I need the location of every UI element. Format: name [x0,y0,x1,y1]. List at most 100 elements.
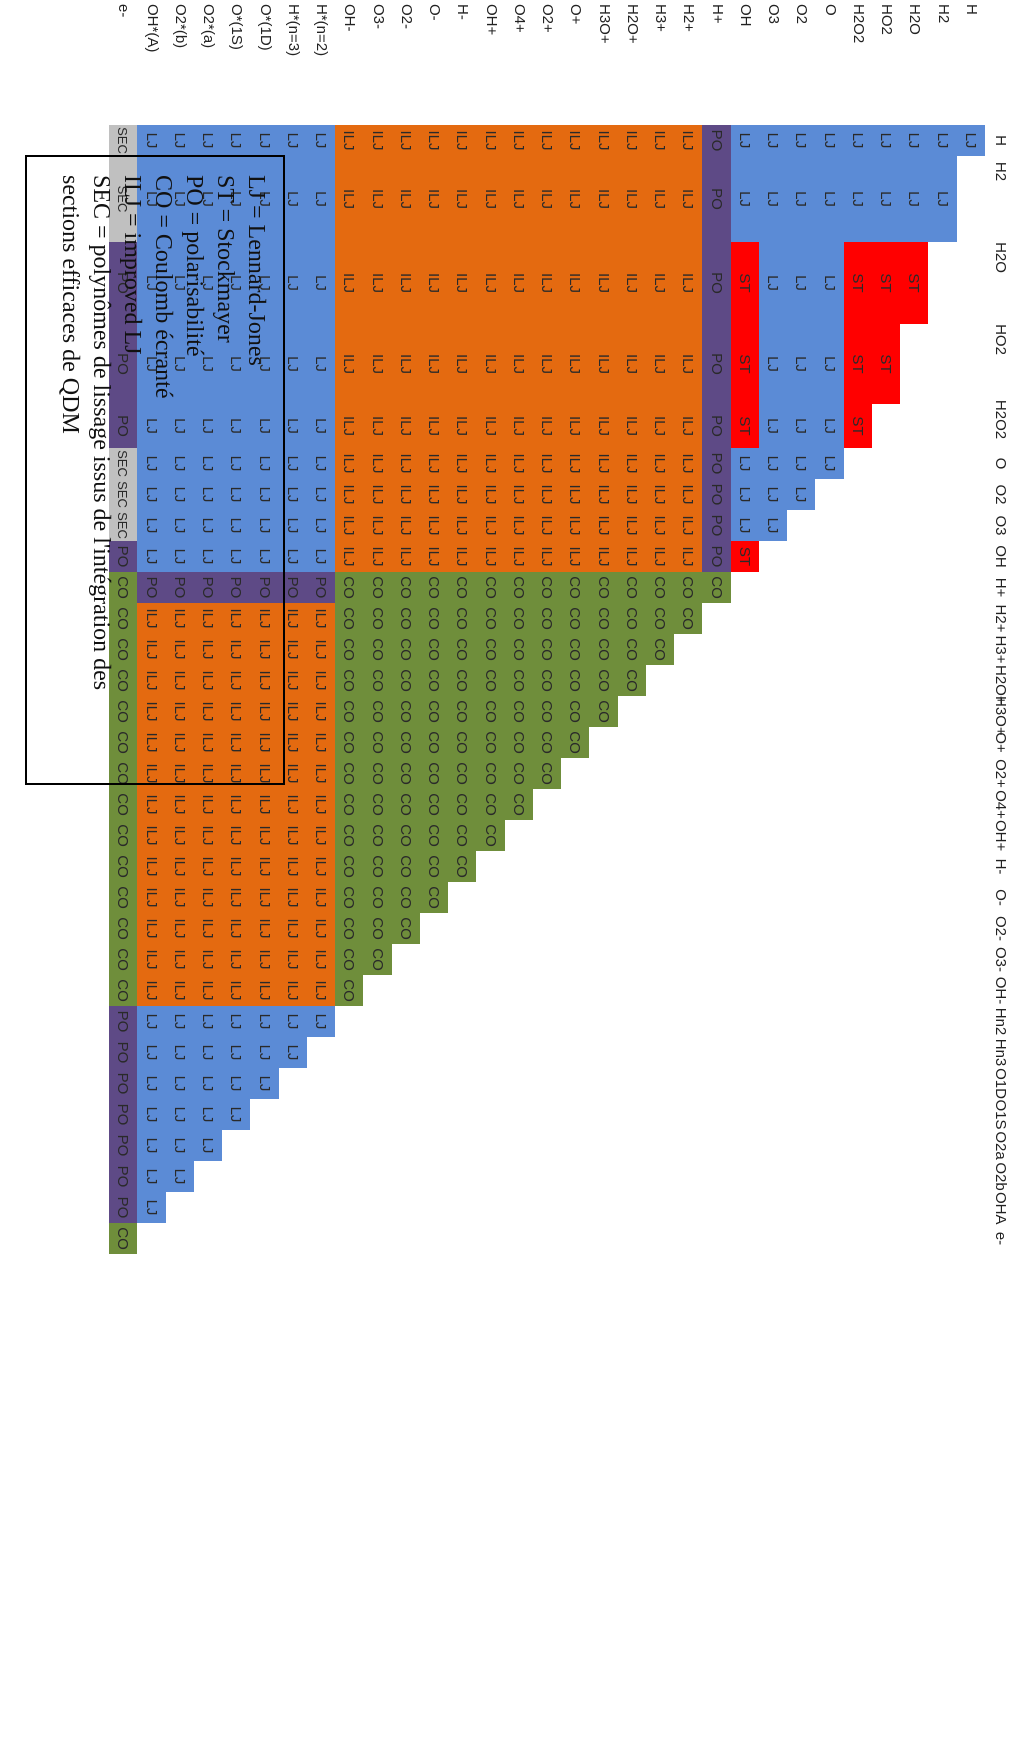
matrix-cell: ILJ [391,156,420,242]
matrix-cell: LJ [730,125,759,156]
legend-item-sec: SEC = polynômes de lissage issus de l'in… [57,175,114,691]
matrix-cell: ILJ [221,851,251,882]
matrix-cell: CO [476,727,505,758]
row-label: H [963,4,980,15]
matrix-cell: ILJ [306,975,336,1006]
row-label: O*(1D) [256,4,274,51]
matrix-cell: CO [391,882,420,913]
legend-item-st: ST = Stockmayer [212,175,238,343]
matrix-cell: ILJ [363,242,392,324]
matrix-cell: ILJ [617,156,646,242]
matrix-cell: ILJ [476,125,505,156]
matrix-cell: ILJ [306,696,336,727]
column-label: H [992,135,1009,146]
matrix-cell: ILJ [363,404,392,448]
row-label: O [821,4,839,16]
matrix-cell: CO [504,789,533,820]
matrix-cell: ILJ [447,125,477,156]
matrix-cell: CO [504,758,533,789]
matrix-cell: LJ [137,1161,166,1192]
matrix-cell: CO [476,572,505,603]
matrix-cell: ILJ [617,448,646,479]
matrix-cell: ILJ [391,541,420,572]
matrix-cell: CO [476,758,505,789]
matrix-cell: LJ [786,156,816,242]
row-label: O- [426,4,444,21]
matrix-cell: ST [899,242,929,324]
matrix-cell: CO [504,727,533,758]
matrix-cell: ILJ [589,125,618,156]
matrix-cell: CO [363,820,392,851]
matrix-cell: ILJ [193,975,223,1006]
matrix-cell: LJ [165,1068,194,1099]
matrix-cell: CO [363,882,392,913]
matrix-cell: ILJ [645,479,675,510]
matrix-cell: CO [391,851,420,882]
matrix-cell: ILJ [306,727,336,758]
matrix-cell: CO [447,851,477,882]
matrix-cell: LJ [221,1068,251,1099]
column-label: O2 [992,484,1009,505]
matrix-cell: ILJ [306,882,336,913]
matrix-cell: CO [532,634,562,665]
matrix-cell: ILJ [645,404,675,448]
matrix-cell: ILJ [278,820,307,851]
matrix-cell: ILJ [447,448,477,479]
matrix-cell: CO [419,758,449,789]
matrix-cell: ILJ [137,851,166,882]
matrix-cell: CO [363,789,392,820]
matrix-cell: ILJ [419,448,449,479]
matrix-cell: ILJ [532,125,562,156]
matrix-cell: LJ [843,156,872,242]
matrix-cell: ILJ [306,789,336,820]
matrix-cell: ILJ [589,404,618,448]
matrix-cell: ILJ [617,242,646,324]
matrix-cell: CO [447,634,477,665]
matrix-cell: ILJ [221,820,251,851]
matrix-cell: CO [419,572,449,603]
matrix-cell: LJ [786,479,816,510]
matrix-cell: ILJ [504,510,533,541]
matrix-cell: LJ [250,1006,279,1037]
matrix-cell: CO [447,696,477,727]
matrix-cell: ILJ [560,404,590,448]
matrix-cell: CO [419,696,449,727]
matrix-cell: PO [108,1192,138,1223]
matrix-cell: ILJ [419,479,449,510]
matrix-cell: CO [617,634,646,665]
matrix-cell: LJ [786,448,816,479]
matrix-cell: ILJ [589,541,618,572]
matrix-cell: ILJ [419,324,449,404]
column-label: OHA [992,1192,1009,1225]
matrix-cell: LJ [956,125,985,156]
matrix-cell: LJ [815,156,844,242]
matrix-cell: ILJ [447,324,477,404]
matrix-cell: ILJ [306,665,336,696]
row-label: O+ [567,4,585,25]
legend-box: LJ = Lennard-Jones ST = Stockmayer PO = … [25,155,285,785]
matrix-cell: CO [391,727,420,758]
matrix-cell: ILJ [334,324,364,404]
matrix-cell: ILJ [645,541,675,572]
matrix-cell: CO [334,913,364,944]
matrix-cell: CO [560,634,590,665]
matrix-cell: CO [617,603,646,634]
matrix-cell: CO [334,944,364,975]
matrix-cell: CO [447,789,477,820]
matrix-cell: ILJ [589,510,618,541]
legend-item-ilj: ILJ = improved LJ [119,175,145,355]
row-label: O2*(a) [200,4,218,49]
matrix-cell: CO [419,820,449,851]
matrix-cell: LJ [278,1037,307,1068]
matrix-cell: ILJ [419,510,449,541]
matrix-cell: PO [702,324,731,404]
matrix-cell: LJ [306,510,336,541]
matrix-cell: ILJ [137,975,166,1006]
row-label: H2O+ [624,4,641,44]
matrix-cell: ILJ [137,789,166,820]
column-label: Hn3 [992,1038,1009,1067]
matrix-cell: CO [673,572,703,603]
matrix-cell: CO [391,913,420,944]
matrix-cell: ILJ [617,404,646,448]
matrix-cell: ILJ [137,882,166,913]
